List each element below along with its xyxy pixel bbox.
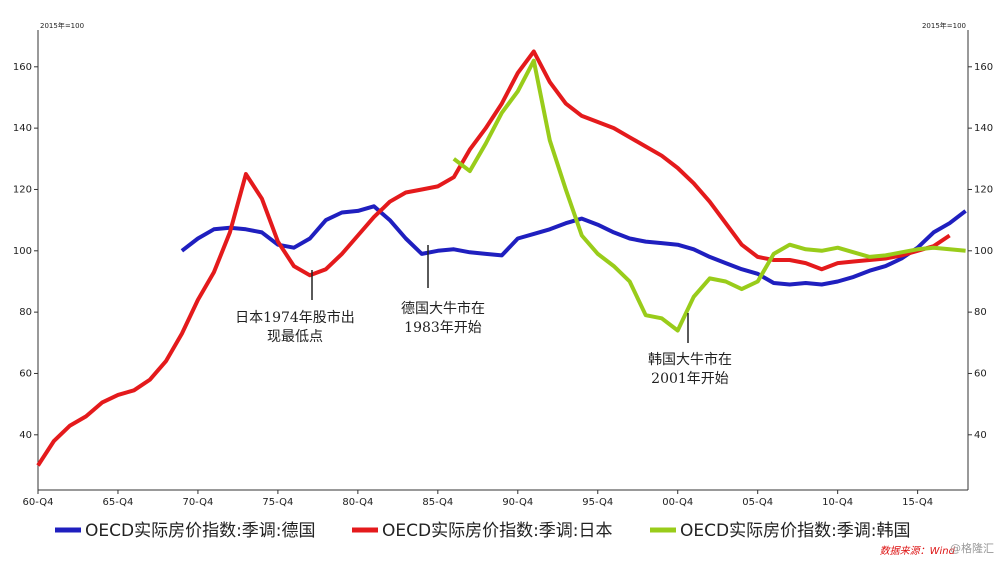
x-tick-label: 75-Q4 bbox=[262, 497, 293, 508]
y2-tick-label: 100 bbox=[974, 246, 993, 257]
unit-right: 2015年=100 bbox=[922, 21, 966, 30]
series-line bbox=[180, 204, 967, 287]
watermark: @格隆汇 bbox=[950, 541, 994, 555]
unit-left: 2015年=100 bbox=[40, 21, 84, 30]
y2-tick-label: 160 bbox=[974, 62, 993, 73]
y2-tick-label: 120 bbox=[974, 184, 993, 195]
series-line bbox=[452, 58, 966, 333]
x-tick-label: 05-Q4 bbox=[742, 497, 773, 508]
y-tick-label: 80 bbox=[19, 307, 32, 318]
legend-label: OECD实际房价指数:季调:韩国 bbox=[680, 521, 911, 541]
source: 数据来源：Wind bbox=[880, 545, 956, 557]
x-tick-label: 10-Q4 bbox=[822, 497, 853, 508]
x-tick-label: 60-Q4 bbox=[23, 497, 54, 508]
annotation: 2001年开始 bbox=[651, 371, 729, 387]
y2-tick-label: 80 bbox=[974, 307, 987, 318]
x-tick-label: 90-Q4 bbox=[502, 497, 533, 508]
legend-label: OECD实际房价指数:季调:德国 bbox=[85, 521, 316, 541]
y-tick-label: 140 bbox=[13, 123, 32, 134]
annotation: 德国大牛市在 bbox=[401, 300, 485, 317]
y2-tick-label: 140 bbox=[974, 123, 993, 134]
x-tick-label: 80-Q4 bbox=[342, 497, 373, 508]
y2-tick-label: 40 bbox=[974, 430, 987, 441]
y-tick-label: 40 bbox=[19, 430, 32, 441]
y2-tick-label: 60 bbox=[974, 368, 987, 379]
x-tick-label: 65-Q4 bbox=[102, 497, 133, 508]
annotation: 现最低点 bbox=[267, 329, 323, 345]
y-tick-label: 160 bbox=[13, 62, 32, 73]
legend-label: OECD实际房价指数:季调:日本 bbox=[382, 521, 613, 541]
x-tick-label: 00-Q4 bbox=[662, 497, 693, 508]
annotation: 韩国大牛市在 bbox=[648, 351, 732, 368]
x-tick-label: 70-Q4 bbox=[182, 497, 213, 508]
y-tick-label: 100 bbox=[13, 246, 32, 257]
y-tick-label: 60 bbox=[19, 368, 32, 379]
series-line bbox=[36, 49, 951, 467]
x-tick-label: 15-Q4 bbox=[902, 497, 933, 508]
annotation: 日本1974年股市出 bbox=[235, 309, 355, 326]
annotation: 1983年开始 bbox=[404, 320, 482, 336]
x-tick-label: 95-Q4 bbox=[582, 497, 613, 508]
y-tick-label: 120 bbox=[13, 184, 32, 195]
x-tick-label: 85-Q4 bbox=[422, 497, 453, 508]
